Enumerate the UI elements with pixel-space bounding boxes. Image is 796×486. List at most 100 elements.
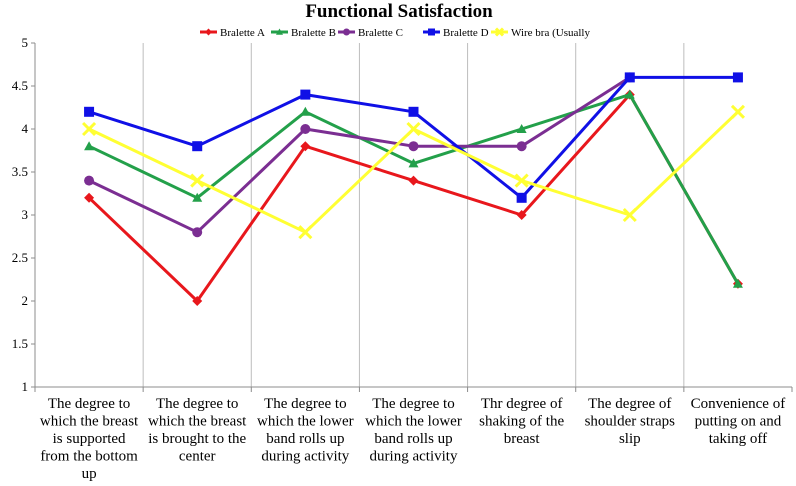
circle-marker <box>408 141 419 152</box>
diamond-marker <box>516 210 527 220</box>
y-tick-label: 1 <box>22 379 29 394</box>
x-marker-stroke <box>406 121 421 137</box>
chart-title: Functional Satisfaction <box>305 1 493 22</box>
circle-marker <box>516 141 527 152</box>
x-tick-label-line: is brought to the <box>148 431 246 447</box>
legend-item: Bralette D <box>423 27 489 39</box>
x-marker-stroke <box>730 104 745 119</box>
x-tick-label-line: The degree to <box>156 396 238 412</box>
x-tick-label: Thr degree of shaking of the breast <box>479 396 564 447</box>
triangle-marker <box>276 28 283 35</box>
x-marker-stroke <box>622 207 637 223</box>
x-tick-label-line: which the breast <box>148 414 247 430</box>
x-marker <box>190 173 205 188</box>
triangle-marker <box>408 158 419 168</box>
series-line <box>88 93 740 303</box>
x-tick-label-line: taking off <box>709 431 767 447</box>
diamond-marker <box>192 296 203 306</box>
triangle-marker <box>300 106 311 116</box>
x-marker <box>298 225 313 240</box>
y-tick-label: 4 <box>22 121 29 136</box>
series-wire-bra-usually <box>82 104 745 240</box>
square-marker <box>516 192 527 203</box>
circle-marker <box>192 227 203 238</box>
series-line <box>88 93 740 285</box>
x-tick-label-line: shaking of the <box>479 414 564 430</box>
circle-marker <box>343 28 350 36</box>
triangle-marker <box>84 141 95 151</box>
x-tick-label-line: which the lower <box>257 414 354 430</box>
diamond-marker <box>300 141 311 152</box>
x-tick-label: The degree to which the lower band rolls u… <box>257 396 354 465</box>
y-tick-label: 1.5 <box>12 336 28 351</box>
legend-item: Bralette B <box>271 27 336 39</box>
y-tick-label: 3.5 <box>12 164 28 179</box>
series-bralette-b <box>84 89 743 288</box>
grid <box>142 43 685 387</box>
x-marker <box>730 104 745 119</box>
x-tick-label-line: up <box>82 466 97 482</box>
x-tick-label-line: during activity <box>261 449 349 465</box>
triangle-marker <box>192 192 203 202</box>
series-bralette-d <box>84 72 743 203</box>
x-tick-label: Convenience of putting on and taking off <box>691 396 786 447</box>
x-tick-label-line: shoulder straps <box>585 414 676 430</box>
square-marker <box>624 72 635 83</box>
legend-label: Bralette B <box>291 27 336 39</box>
triangle-marker <box>624 89 635 99</box>
x-tick-label-line: putting on and <box>695 414 782 430</box>
x-tick-label-line: band rolls up <box>266 431 344 447</box>
x-tick-label: The degree to which the breast is brought … <box>148 396 247 465</box>
x-tick-label-line: The degree to <box>48 396 130 412</box>
y-axis-ticks: 1 1.5 2 2.5 3 3.5 4 4.5 5 <box>12 35 29 394</box>
x-marker-stroke <box>514 173 529 188</box>
square-marker <box>408 106 419 117</box>
legend-label: Bralette A <box>220 27 265 39</box>
x-marker <box>406 121 421 137</box>
x-marker-stroke <box>298 225 313 240</box>
legend-item: Wire bra (Usually <box>491 27 590 39</box>
series-group <box>82 72 745 306</box>
axes <box>31 42 793 392</box>
square-marker <box>192 141 203 152</box>
y-tick-label: 3 <box>22 207 29 222</box>
x-marker-stroke <box>190 173 205 188</box>
x-tick-label-line: The degree of <box>588 396 671 412</box>
legend: Bralette A Bralette B Bralette C Bralette D… <box>200 27 590 39</box>
x-tick-label: The degree to which the lower band rolls u… <box>365 396 462 465</box>
legend-item: Bralette A <box>200 27 265 39</box>
x-tick-label-line: The degree to <box>372 396 454 412</box>
diamond-marker <box>84 192 95 203</box>
x-tick-label-line: breast <box>504 431 541 447</box>
square-marker <box>732 72 743 83</box>
square-marker <box>300 89 311 100</box>
x-axis-ticks: The degree to which the breast is supporte… <box>40 396 785 482</box>
diamond-marker <box>408 175 419 186</box>
x-tick-label-line: during activity <box>370 449 458 465</box>
circle-marker <box>84 175 95 186</box>
x-tick-label: The degree to which the breast is supporte… <box>40 396 139 482</box>
triangle-marker <box>516 124 527 133</box>
x-marker <box>494 27 505 37</box>
series-line <box>88 76 631 234</box>
legend-item: Bralette C <box>338 27 403 39</box>
y-tick-label: 5 <box>22 35 29 50</box>
x-tick-label-line: center <box>179 449 216 465</box>
x-marker <box>622 207 637 223</box>
x-tick-label-line: The degree to <box>264 396 346 412</box>
x-tick-label: The degree of shoulder straps slip <box>585 396 676 447</box>
x-tick-label-line: from the bottom <box>40 449 138 465</box>
legend-label: Bralette D <box>443 27 489 39</box>
x-tick-label-line: Thr degree of <box>481 396 563 412</box>
legend-label: Bralette C <box>358 27 403 39</box>
y-tick-label: 2 <box>22 293 29 308</box>
x-tick-label-line: is supported <box>53 431 126 447</box>
x-tick-label-line: which the lower <box>365 414 462 430</box>
y-tick-label: 4.5 <box>12 78 28 93</box>
x-tick-label-line: which the breast <box>40 414 139 430</box>
diamond-marker <box>205 28 212 36</box>
x-marker <box>514 173 529 188</box>
square-marker <box>84 106 95 117</box>
triangle-marker <box>732 278 743 288</box>
